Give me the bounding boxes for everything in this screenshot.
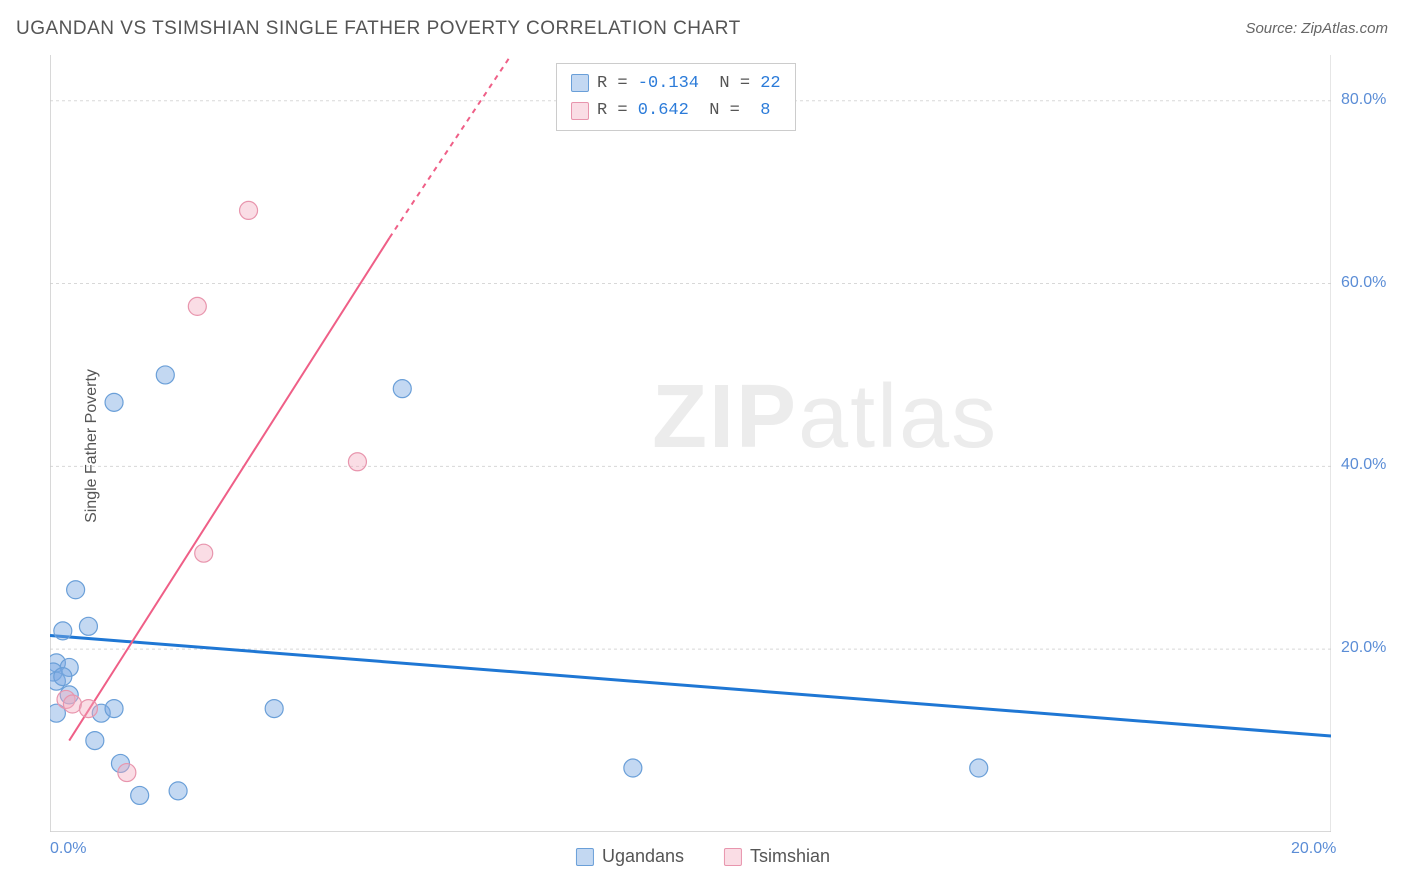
- legend-stat-text: R = -0.134 N = 22: [597, 70, 781, 97]
- source-attribution: Source: ZipAtlas.com: [1245, 20, 1388, 37]
- series-legend: Ugandans Tsimshian: [576, 846, 830, 867]
- y-tick-label: 40.0%: [1341, 456, 1386, 474]
- legend-swatch: [571, 74, 589, 92]
- legend-stat-row: R = 0.642 N = 8: [571, 97, 781, 124]
- series-legend-item: Ugandans: [576, 846, 684, 867]
- chart-container: UGANDAN VS TSIMSHIAN SINGLE FATHER POVER…: [0, 0, 1406, 892]
- y-tick-label: 80.0%: [1341, 91, 1386, 109]
- scatter-plot-svg: [50, 55, 1331, 832]
- series-legend-item: Tsimshian: [724, 846, 830, 867]
- series-legend-label: Tsimshian: [750, 846, 830, 867]
- y-tick-label: 60.0%: [1341, 274, 1386, 292]
- legend-swatch: [724, 848, 742, 866]
- correlation-legend: R = -0.134 N = 22R = 0.642 N = 8: [556, 63, 796, 131]
- x-tick-label: 0.0%: [50, 840, 86, 858]
- x-tick-label: 20.0%: [1291, 840, 1336, 858]
- chart-title: UGANDAN VS TSIMSHIAN SINGLE FATHER POVER…: [16, 18, 741, 40]
- legend-stat-text: R = 0.642 N = 8: [597, 97, 770, 124]
- series-legend-label: Ugandans: [602, 846, 684, 867]
- legend-stat-row: R = -0.134 N = 22: [571, 70, 781, 97]
- y-tick-label: 20.0%: [1341, 639, 1386, 657]
- legend-swatch: [571, 102, 589, 120]
- legend-swatch: [576, 848, 594, 866]
- plot-area: ZIPatlas R = -0.134 N = 22R = 0.642 N = …: [50, 55, 1331, 832]
